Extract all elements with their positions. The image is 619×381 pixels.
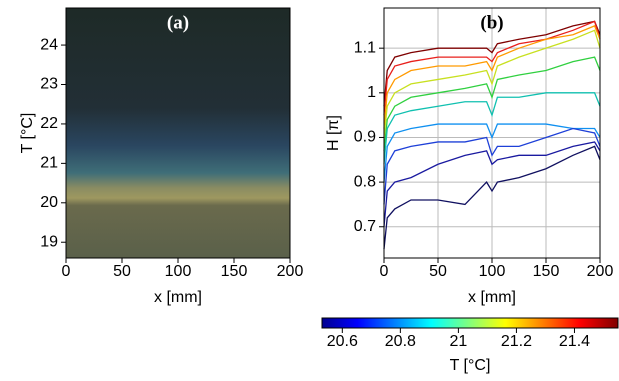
x-tick-label: 200 <box>277 263 304 280</box>
y-tick-label: 20 <box>40 194 58 211</box>
x-tick-label: 200 <box>587 263 614 280</box>
y-tick-label: 1.1 <box>354 39 376 56</box>
x-tick-label: 0 <box>62 263 71 280</box>
y-tick-label: 24 <box>40 36 58 53</box>
colorbar <box>322 318 618 328</box>
panel-label: (b) <box>480 12 503 33</box>
x-tick-label: 50 <box>429 263 447 280</box>
panel-label: (a) <box>167 12 189 33</box>
y-tick-label: 1 <box>367 84 376 101</box>
image <box>66 8 290 258</box>
x-tick-label: 150 <box>221 263 248 280</box>
x-tick-label: 0 <box>380 263 389 280</box>
x-tick-label: 50 <box>113 263 131 280</box>
x-tick-label: 100 <box>479 263 506 280</box>
x-tick-label: 21.2 <box>501 333 532 350</box>
y-axis-label: T [°C] <box>19 113 36 154</box>
x-tick-label: 20.8 <box>385 333 416 350</box>
x-axis-label: x [mm] <box>154 289 202 306</box>
x-tick-label: 21.4 <box>559 333 590 350</box>
y-axis-label: H [π] <box>325 115 342 151</box>
y-tick-label: 19 <box>40 233 58 250</box>
figure: 050100150200192021222324(a)x [mm]T [°C]0… <box>0 0 619 381</box>
y-tick-label: 0.9 <box>354 129 376 146</box>
y-tick-label: 23 <box>40 76 58 93</box>
x-tick-label: 100 <box>165 263 192 280</box>
x-tick-label: 150 <box>533 263 560 280</box>
y-tick-label: 22 <box>40 115 58 132</box>
y-tick-label: 21 <box>40 155 58 172</box>
x-axis-label: x [mm] <box>468 289 516 306</box>
x-tick-label: 20.6 <box>327 333 358 350</box>
y-tick-label: 0.8 <box>354 173 376 190</box>
y-tick-label: 0.7 <box>354 218 376 235</box>
x-tick-label: 21 <box>449 333 467 350</box>
x-axis-label: T [°C] <box>450 357 491 374</box>
